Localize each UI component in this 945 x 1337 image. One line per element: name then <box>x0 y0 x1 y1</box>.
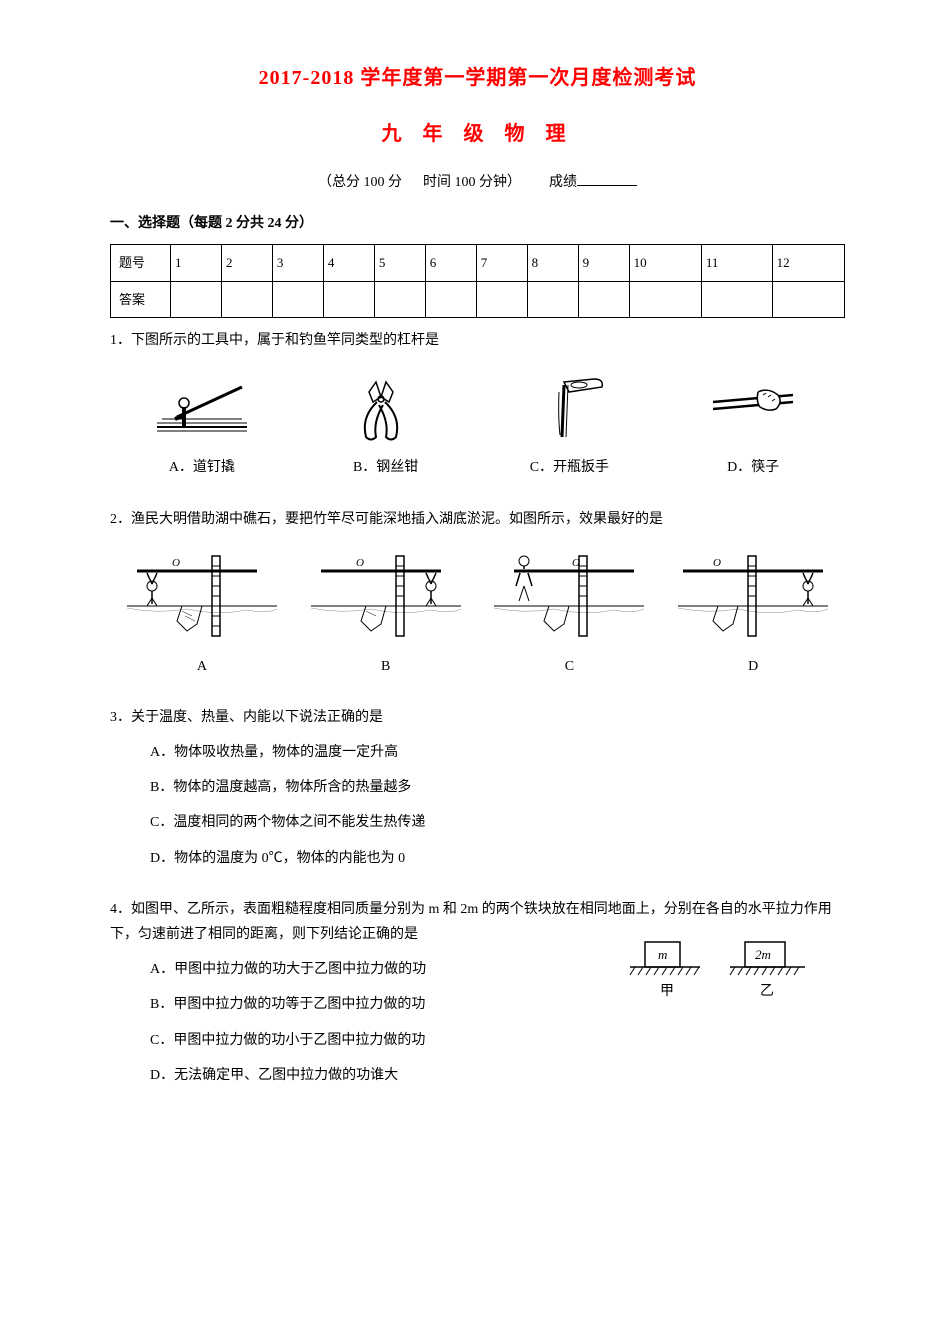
table-cell <box>476 281 527 317</box>
table-row-numbers: 题号 1 2 3 4 5 6 7 8 9 10 11 12 <box>111 245 845 281</box>
q3-option-c: C．温度相同的两个物体之间不能发生热传递 <box>150 810 845 835</box>
q3-options: A．物体吸收热量，物体的温度一定升高 B．物体的温度越高，物体所含的热量越多 C… <box>150 740 845 871</box>
q2-option-d: O D <box>661 546 845 679</box>
q1-label-d: D．筷子 <box>727 455 779 480</box>
question-1: 1．下图所示的工具中，属于和钓鱼竿同类型的杠杆是 A．道钉撬 <box>110 328 845 480</box>
block-2m-label: 2m <box>755 947 771 962</box>
exam-info-line: （总分 100 分 时间 100 分钟） 成绩 <box>110 170 845 195</box>
yi-label: 乙 <box>760 983 774 999</box>
lever-a-icon: O <box>127 546 277 646</box>
q3-option-d: D．物体的温度为 0℃，物体的内能也为 0 <box>150 846 845 871</box>
table-cell: 5 <box>374 245 425 281</box>
question-2: 2．渔民大明借助湖中礁石，要把竹竿尽可能深地插入湖底淤泥。如图所示，效果最好的是… <box>110 507 845 679</box>
pliers-icon <box>331 367 441 447</box>
crowbar-icon <box>147 367 257 447</box>
grade-label: 成绩 <box>549 175 577 190</box>
table-cell: 12 <box>772 245 844 281</box>
svg-text:O: O <box>356 557 364 569</box>
question-3: 3．关于温度、热量、内能以下说法正确的是 A．物体吸收热量，物体的温度一定升高 … <box>110 705 845 871</box>
table-cell: 9 <box>578 245 629 281</box>
q2-option-a: O A <box>110 546 294 679</box>
grade-blank <box>577 185 637 186</box>
table-cell: 2 <box>221 245 272 281</box>
table-cell: 8 <box>527 245 578 281</box>
exam-title-main: 2017-2018 学年度第一学期第一次月度检测考试 <box>110 60 845 96</box>
q1-label-b: B．钢丝钳 <box>353 455 418 480</box>
table-cell: 7 <box>476 245 527 281</box>
table-cell: 4 <box>323 245 374 281</box>
table-cell <box>772 281 844 317</box>
q2-text: 2．渔民大明借助湖中礁石，要把竹竿尽可能深地插入湖底淤泥。如图所示，效果最好的是 <box>110 507 845 532</box>
q1-text: 1．下图所示的工具中，属于和钓鱼竿同类型的杠杆是 <box>110 328 845 353</box>
q1-label-c: C．开瓶扳手 <box>530 455 609 480</box>
q1-options: A．道钉撬 B．钢丝钳 C．开瓶扳手 <box>110 367 845 480</box>
jia-label: 甲 <box>660 984 674 999</box>
q2-options: O A O <box>110 546 845 679</box>
row-label: 题号 <box>111 245 171 281</box>
q2-label-b: B <box>381 654 390 679</box>
q2-label-d: D <box>748 654 758 679</box>
table-cell <box>527 281 578 317</box>
q1-option-c: C．开瓶扳手 <box>478 367 662 480</box>
q2-option-b: O B <box>294 546 478 679</box>
q4-diagram: m 甲 2m 乙 <box>625 927 825 1016</box>
svg-text:O: O <box>172 557 180 569</box>
q1-option-a: A．道钉撬 <box>110 367 294 480</box>
time-label: 时间 100 分钟） <box>423 175 521 190</box>
answer-table: 题号 1 2 3 4 5 6 7 8 9 10 11 12 答案 <box>110 244 845 318</box>
svg-text:O: O <box>713 557 721 569</box>
q4-option-d: D．无法确定甲、乙图中拉力做的功谁大 <box>150 1063 845 1088</box>
table-cell <box>171 281 222 317</box>
q1-option-d: D．筷子 <box>661 367 845 480</box>
bottle-opener-icon <box>514 367 624 447</box>
lever-d-icon: O <box>678 546 828 646</box>
block-m-label: m <box>658 947 667 962</box>
table-cell: 10 <box>629 245 701 281</box>
q4-option-c: C．甲图中拉力做的功小于乙图中拉力做的功 <box>150 1028 845 1053</box>
table-cell <box>221 281 272 317</box>
exam-title-subject: 九 年 级 物 理 <box>110 116 845 152</box>
blocks-icon: m 甲 2m 乙 <box>625 927 825 1007</box>
table-cell <box>701 281 772 317</box>
table-cell: 3 <box>272 245 323 281</box>
total-score-label: （总分 100 分 <box>318 175 402 190</box>
q2-label-c: C <box>565 654 574 679</box>
table-cell: 1 <box>171 245 222 281</box>
table-cell <box>629 281 701 317</box>
table-cell <box>578 281 629 317</box>
table-cell: 11 <box>701 245 772 281</box>
lever-b-icon: O <box>311 546 461 646</box>
q3-option-a: A．物体吸收热量，物体的温度一定升高 <box>150 740 845 765</box>
q1-label-a: A．道钉撬 <box>169 455 235 480</box>
section-1-header: 一、选择题（每题 2 分共 24 分） <box>110 211 845 236</box>
table-cell <box>374 281 425 317</box>
q2-label-a: A <box>197 654 207 679</box>
table-row-answers: 答案 <box>111 281 845 317</box>
q2-option-c: O C <box>478 546 662 679</box>
table-cell <box>425 281 476 317</box>
lever-c-icon: O <box>494 546 644 646</box>
table-cell <box>323 281 374 317</box>
table-cell: 6 <box>425 245 476 281</box>
chopsticks-icon <box>698 367 808 447</box>
question-4: 4．如图甲、乙所示，表面粗糙程度相同质量分别为 m 和 2m 的两个铁块放在相同… <box>110 897 845 1088</box>
row-label: 答案 <box>111 281 171 317</box>
q3-text: 3．关于温度、热量、内能以下说法正确的是 <box>110 705 845 730</box>
q3-option-b: B．物体的温度越高，物体所含的热量越多 <box>150 775 845 800</box>
svg-text:O: O <box>572 557 580 569</box>
table-cell <box>272 281 323 317</box>
q1-option-b: B．钢丝钳 <box>294 367 478 480</box>
